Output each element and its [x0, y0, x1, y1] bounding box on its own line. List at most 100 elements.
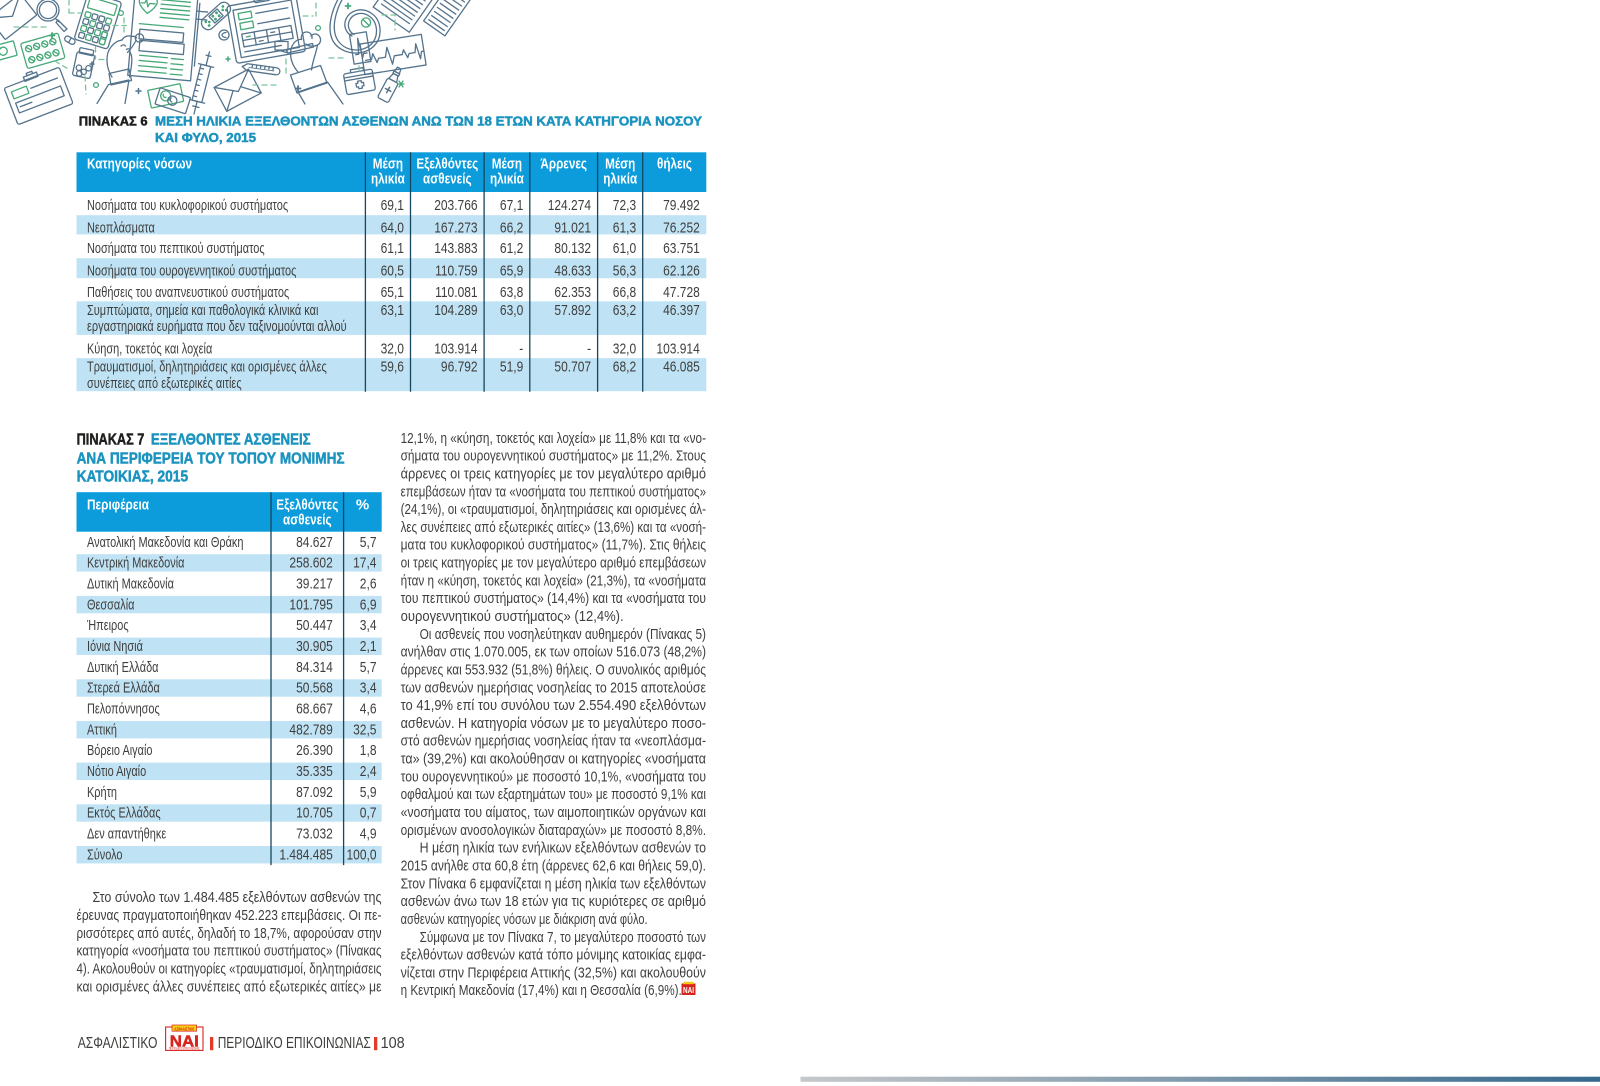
svg-text:5,7: 5,7 — [360, 659, 377, 676]
svg-text:167.273: 167.273 — [434, 219, 477, 236]
svg-text:εργαστηριακά ευρήματα που δεν: εργαστηριακά ευρήματα που δεν ταξινομούν… — [87, 318, 347, 335]
svg-text:ασθενών. Η κατηγορία νόσων με: ασθενών. Η κατηγορία νόσων με το μεγαλύτ… — [401, 715, 706, 732]
svg-text:143.883: 143.883 — [434, 240, 477, 257]
svg-text:60,5: 60,5 — [381, 262, 404, 279]
svg-text:59,6: 59,6 — [381, 359, 404, 376]
svg-text:Νοσήματα του ουρογεννητικού συ: Νοσήματα του ουρογεννητικού συστήματος — [87, 262, 296, 279]
svg-text:124.274: 124.274 — [548, 197, 591, 214]
svg-text:87.092: 87.092 — [296, 784, 333, 801]
svg-text:τα» (39,2%) και ακολούθησαν οι: τα» (39,2%) και ακολούθησαν οι κατηγορίε… — [401, 751, 707, 768]
svg-text:άρρενες και 553.932 (51,8%) θή: άρρενες και 553.932 (51,8%) θήλεις. Ο συ… — [401, 662, 706, 679]
svg-text:οφθαλμού και των εξαρτημάτων τ: οφθαλμού και των εξαρτημάτων του» με ποσ… — [401, 786, 706, 803]
svg-text:των ασθενών ημερήσιας νοσηλεία: των ασθενών ημερήσιας νοσηλείας το 2015 … — [401, 679, 707, 696]
svg-text:4). Ακολουθούν οι κατηγορίες «: 4). Ακολουθούν οι κατηγορίες «τραυματισμ… — [77, 961, 382, 978]
svg-text:63,1: 63,1 — [381, 302, 404, 319]
svg-text:ΠΙΝΑΚΑΣ 7: ΠΙΝΑΚΑΣ 7 — [77, 432, 145, 449]
svg-text:Νεοπλάσματα: Νεοπλάσματα — [87, 219, 155, 236]
svg-text:3,4: 3,4 — [360, 617, 377, 634]
svg-text:Συμπτώματα, σημεία και παθολογ: Συμπτώματα, σημεία και παθολογικά κλινικ… — [87, 302, 318, 319]
svg-text:66,2: 66,2 — [500, 219, 523, 236]
svg-text:Ιόνια Νησιά: Ιόνια Νησιά — [87, 638, 143, 655]
svg-text:61,1: 61,1 — [381, 240, 404, 257]
svg-text:2,4: 2,4 — [360, 763, 377, 780]
svg-text:32,0: 32,0 — [381, 341, 404, 358]
svg-text:80.132: 80.132 — [554, 240, 591, 257]
svg-text:άρρενες οι τρεις κατηγορίες με: άρρενες οι τρεις κατηγορίες με τον μεγαλ… — [401, 465, 706, 482]
svg-text:Στον Πίνακα 6 εμφανίζεται η μέ: Στον Πίνακα 6 εμφανίζεται η μέση ηλικία … — [401, 875, 706, 892]
svg-text:ρισσότερες από αυτές, δηλαδή τ: ρισσότερες από αυτές, δηλαδή το 18,7%, α… — [77, 925, 382, 942]
svg-text:Μέση: Μέση — [605, 155, 635, 172]
svg-text:4,9: 4,9 — [360, 826, 377, 843]
svg-text:46.397: 46.397 — [663, 302, 700, 319]
svg-text:σήματα του ουρογεννητικού συστ: σήματα του ουρογεννητικού συστήματος» με… — [401, 448, 706, 465]
svg-text:50.447: 50.447 — [296, 617, 333, 634]
svg-text:103.914: 103.914 — [656, 341, 699, 358]
svg-text:ανήλθαν στις 1.070.005, εκ των: ανήλθαν στις 1.070.005, εκ των οποίων 51… — [401, 644, 706, 661]
svg-text:3,4: 3,4 — [360, 680, 377, 697]
svg-text:Ήπειρος: Ήπειρος — [86, 617, 128, 634]
svg-text:ασθενείς: ασθενείς — [423, 171, 472, 188]
svg-text:Δυτική Μακεδονία: Δυτική Μακεδονία — [87, 576, 174, 593]
svg-text:48.633: 48.633 — [554, 262, 591, 279]
svg-text:61,2: 61,2 — [500, 240, 523, 257]
svg-text:στό ασθενών ημερήσιας νοσηλεία: στό ασθενών ημερήσιας νοσηλείας ήταν τα … — [401, 733, 706, 750]
svg-text:ηλικία: ηλικία — [371, 171, 405, 188]
svg-text:57.892: 57.892 — [554, 302, 591, 319]
svg-text:2015 ανήλθε στα 60,8 έτη (άρρε: 2015 ανήλθε στα 60,8 έτη (άρρενες 62,6 κ… — [401, 858, 706, 875]
svg-text:51,9: 51,9 — [500, 359, 523, 376]
svg-text:ΠΙΝΑΚΑΣ 6: ΠΙΝΑΚΑΣ 6 — [79, 113, 148, 128]
svg-text:συνέπειες από εξωτερικές αιτίε: συνέπειες από εξωτερικές αιτίες — [87, 375, 242, 392]
svg-text:64,0: 64,0 — [381, 219, 404, 236]
svg-text:το 41,9% επί του συνόλου των 2: το 41,9% επί του συνόλου των 2.554.490 ε… — [401, 697, 706, 714]
svg-text:5,9: 5,9 — [360, 784, 377, 801]
svg-text:Παθήσεις του αναπνευστικού συσ: Παθήσεις του αναπνευστικού συστήματος — [87, 284, 289, 301]
svg-text:482.789: 482.789 — [289, 721, 332, 738]
svg-text:-: - — [519, 341, 523, 358]
svg-text:104.289: 104.289 — [434, 302, 477, 319]
svg-text:ηλικία: ηλικία — [490, 171, 524, 188]
svg-text:63.751: 63.751 — [663, 240, 700, 257]
svg-text:«νοσήματα του αίματος, των αιμ: «νοσήματα του αίματος, των αιμοποιητικών… — [401, 804, 706, 821]
svg-text:63,0: 63,0 — [500, 302, 523, 319]
svg-text:10.705: 10.705 — [296, 805, 333, 822]
svg-text:Περιφέρεια: Περιφέρεια — [87, 497, 150, 514]
svg-text:ασθενείς: ασθενείς — [283, 512, 332, 529]
svg-text:θήλεις: θήλεις — [657, 155, 692, 172]
svg-text:Αττική: Αττική — [87, 721, 117, 738]
svg-text:68.667: 68.667 — [296, 701, 333, 718]
svg-text:ΜΕΣΗ ΗΛΙΚΙΑ ΕΞΕΛΘΟΝΤΩΝ ΑΣΘΕΝΩΝ: ΜΕΣΗ ΗΛΙΚΙΑ ΕΞΕΛΘΟΝΤΩΝ ΑΣΘΕΝΩΝ ΑΝΩ ΤΩΝ 1… — [155, 113, 702, 128]
svg-text:62.126: 62.126 — [663, 262, 700, 279]
svg-text:ματα του κυκλοφορικού συστήματ: ματα του κυκλοφορικού συστήματος» (11,7%… — [401, 537, 706, 554]
svg-text:Πελοπόννησος: Πελοπόννησος — [87, 701, 160, 718]
svg-text:73.032: 73.032 — [296, 826, 333, 843]
svg-text:61,3: 61,3 — [613, 219, 636, 236]
svg-text:6,9: 6,9 — [360, 596, 377, 613]
svg-text:Κρήτη: Κρήτη — [87, 784, 117, 801]
svg-text:63,8: 63,8 — [500, 284, 523, 301]
svg-text:56,3: 56,3 — [613, 262, 636, 279]
svg-text:Θεσσαλία: Θεσσαλία — [87, 596, 135, 613]
svg-text:Δεν απαντήθηκε: Δεν απαντήθηκε — [87, 826, 166, 843]
svg-text:91.021: 91.021 — [554, 219, 591, 236]
svg-text:έρευνας πραγματοποιήθηκαν 452.: έρευνας πραγματοποιήθηκαν 452.223 επεμβά… — [77, 907, 382, 924]
svg-text:ΚΑΤΟΙΚΙΑΣ, 2015: ΚΑΤΟΙΚΙΑΣ, 2015 — [77, 469, 189, 486]
svg-text:κατηγορία «νοσήματα του πεπτικ: κατηγορία «νοσήματα του πεπτικού συστήμα… — [77, 943, 382, 960]
svg-text:1,8: 1,8 — [360, 742, 377, 759]
svg-text:26.390: 26.390 — [296, 742, 333, 759]
svg-text:-: - — [587, 341, 591, 358]
svg-text:%: % — [356, 497, 369, 514]
svg-text:12,1%, η «κύηση, τοκετός και λ: 12,1%, η «κύηση, τοκετός και λοχεία» με … — [401, 430, 706, 447]
svg-text:110.081: 110.081 — [435, 284, 478, 301]
svg-text:η Κεντρική Μακεδονία (17,4%) κ: η Κεντρική Μακεδονία (17,4%) και η Θεσσα… — [401, 982, 682, 999]
svg-text:63,2: 63,2 — [613, 302, 636, 319]
svg-text:Οι ασθενείς που νοσηλεύτηκαν α: Οι ασθενείς που νοσηλεύτηκαν αυθημερόν (… — [420, 626, 706, 643]
svg-text:69,1: 69,1 — [381, 197, 404, 214]
svg-text:Νοσήματα του πεπτικού συστήματ: Νοσήματα του πεπτικού συστήματος — [87, 240, 265, 257]
svg-text:0,7: 0,7 — [360, 805, 377, 822]
svg-text:101.795: 101.795 — [289, 596, 332, 613]
svg-text:Άρρενες: Άρρενες — [540, 155, 587, 172]
svg-text:84.627: 84.627 — [296, 534, 333, 551]
svg-text:61,0: 61,0 — [613, 240, 636, 257]
svg-text:λες συνέπειες από εξωτερικές α: λες συνέπειες από εξωτερικές αιτίες» (13… — [401, 519, 706, 536]
svg-text:Δυτική Ελλάδα: Δυτική Ελλάδα — [87, 659, 159, 676]
